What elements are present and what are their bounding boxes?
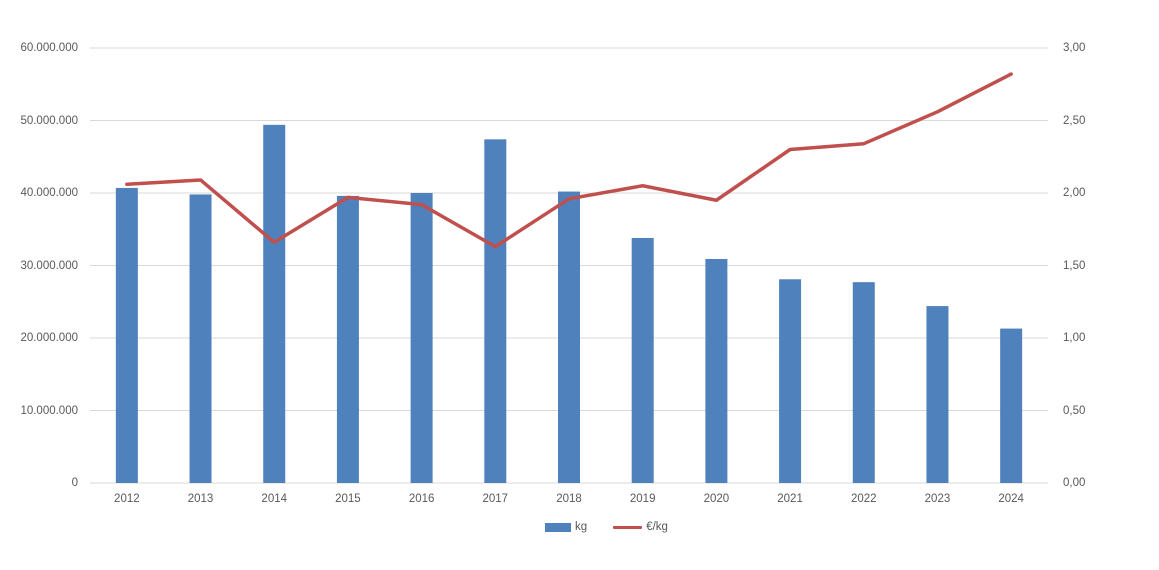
- x-axis-tick-2024: 2024: [998, 493, 1024, 505]
- line-series-swatch-icon: [613, 525, 643, 529]
- bar-2019: [631, 237, 654, 483]
- legend-item-eur-per-kg: €/kg: [613, 520, 668, 534]
- x-axis-tick-2021: 2021: [777, 493, 803, 505]
- bar-2023: [926, 306, 949, 483]
- bar-2016: [410, 193, 433, 483]
- x-axis-tick-2022: 2022: [850, 493, 877, 505]
- bar-2015: [336, 195, 359, 483]
- legend-label-eur-per-kg: €/kg: [646, 521, 668, 533]
- x-axis-tick-2016: 2016: [408, 493, 435, 505]
- left-axis-tick-60.000.000: 60.000.000: [20, 42, 78, 54]
- price-per-kg-line: [125, 72, 1013, 249]
- left-axis-tick-20.000.000: 20.000.000: [20, 332, 78, 344]
- left-axis-tick-40.000.000: 40.000.000: [20, 187, 78, 199]
- x-axis-tick-2014: 2014: [261, 493, 288, 505]
- bar-2020: [705, 258, 728, 483]
- x-axis-tick-2023: 2023: [924, 493, 951, 505]
- bar-series-swatch-icon: [545, 522, 572, 532]
- left-axis-tick-30.000.000: 30.000.000: [20, 259, 78, 272]
- legend-label-kg: kg: [575, 521, 588, 533]
- legend: kg €/kg: [27, 520, 1159, 534]
- x-axis-tick-2019: 2019: [629, 493, 656, 505]
- bar-2014: [263, 124, 286, 483]
- x-axis-tick-2012: 2012: [114, 493, 140, 505]
- x-axis-tick-2013: 2013: [187, 493, 214, 505]
- right-axis-tick-2,00: 2,00: [1063, 187, 1086, 199]
- right-axis-tick-1,00: 1,00: [1063, 332, 1086, 344]
- bar-2022: [852, 282, 875, 483]
- bar-2021: [779, 279, 802, 483]
- left-axis-tick-50.000.000: 50.000.000: [20, 114, 78, 127]
- right-axis-tick-3,00: 3,00: [1063, 42, 1086, 54]
- bar-2012: [115, 187, 138, 484]
- legend-item-kg: kg: [545, 520, 587, 534]
- bar-2017: [484, 139, 507, 483]
- right-axis-tick-1,50: 1,50: [1063, 259, 1086, 272]
- right-axis-tick-0,50: 0,50: [1063, 404, 1086, 417]
- x-axis-tick-2015: 2015: [335, 493, 361, 505]
- right-axis-tick-0,00: 0,00: [1063, 477, 1086, 489]
- left-axis-tick-10.000.000: 10.000.000: [20, 404, 78, 417]
- right-axis-tick-2,50: 2,50: [1063, 114, 1086, 127]
- x-axis-tick-2018: 2018: [556, 493, 582, 505]
- bar-2024: [1000, 328, 1023, 483]
- left-axis-tick-0: 0: [71, 477, 78, 489]
- bar-2013: [189, 194, 212, 483]
- x-axis-tick-2020: 2020: [703, 493, 730, 505]
- bar-2018: [558, 191, 580, 484]
- x-axis-tick-2017: 2017: [482, 493, 509, 505]
